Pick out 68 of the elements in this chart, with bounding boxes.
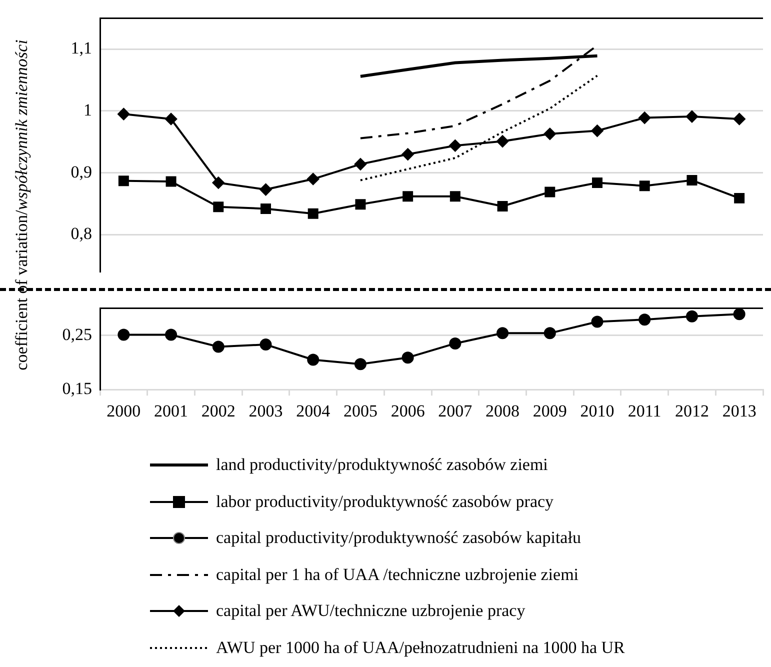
- point: [307, 354, 320, 366]
- point: [450, 191, 460, 202]
- point: [449, 140, 462, 152]
- point: [544, 327, 556, 340]
- x-tick-label: 2011: [628, 401, 662, 420]
- legend-label: land productivity/produktywność zasobów ziemi: [216, 455, 548, 476]
- point: [496, 327, 509, 340]
- point: [165, 328, 178, 341]
- x-tick-label: 2002: [201, 401, 236, 420]
- legend-label: capital per AWU/techniczne uzbrojenie pracy: [216, 601, 526, 622]
- x-tick-label: 2006: [390, 401, 425, 420]
- legend-label: AWU per 1000 ha of UAA/pełnozatrudnieni na 1000 ha UR: [216, 638, 625, 658]
- point: [449, 337, 462, 350]
- x-tick-label: 2001: [154, 401, 188, 420]
- point: [260, 184, 272, 196]
- point: [118, 108, 130, 120]
- y-tick-label: 1,1: [70, 38, 92, 58]
- x-tick-label: 2004: [296, 401, 331, 420]
- y-tick-label: 0,8: [70, 224, 92, 244]
- x-tick-label: 2013: [722, 401, 756, 420]
- point: [592, 177, 602, 188]
- point: [166, 176, 176, 187]
- point: [733, 308, 746, 320]
- point: [544, 186, 556, 198]
- point: [686, 310, 698, 322]
- point: [118, 328, 130, 341]
- y-tick-label: 0,9: [70, 162, 92, 182]
- point: [308, 208, 318, 219]
- point: [402, 352, 414, 364]
- legend-label: capital per 1 ha of UAA /techniczne uzbrojenie ziemi: [216, 564, 579, 585]
- x-tick-label: 2012: [674, 401, 709, 420]
- point: [213, 202, 224, 212]
- point: [260, 203, 271, 214]
- legend-label: labor productivity/produktywność zasobów pracy: [216, 492, 554, 512]
- point: [686, 175, 698, 186]
- point: [733, 113, 746, 126]
- point: [402, 148, 414, 160]
- point: [355, 199, 366, 210]
- point: [734, 192, 745, 204]
- x-tick-label: 2005: [343, 401, 378, 420]
- y-tick-label: 1: [84, 100, 92, 120]
- point: [212, 340, 224, 353]
- point: [639, 180, 650, 192]
- legend-label: capital productivity/produktywność zasobów kapitału: [216, 528, 581, 548]
- point: [496, 135, 509, 148]
- x-tick-label: 2010: [580, 401, 614, 420]
- x-tick-label: 2007: [438, 401, 473, 420]
- point: [212, 176, 224, 189]
- point: [307, 173, 320, 186]
- point: [591, 316, 604, 328]
- point: [686, 110, 698, 123]
- point: [402, 191, 414, 202]
- y-tick-label: 0,15: [62, 379, 92, 398]
- point: [497, 200, 508, 212]
- point: [260, 338, 272, 351]
- point: [591, 124, 604, 137]
- x-tick-label: 2008: [486, 401, 520, 420]
- point: [118, 176, 129, 186]
- x-tick-label: 2000: [106, 401, 141, 420]
- x-tick-label: 2003: [248, 401, 283, 420]
- y-tick-label: 0,25: [62, 324, 92, 344]
- point: [165, 113, 178, 126]
- point: [638, 112, 651, 124]
- point: [544, 128, 556, 140]
- x-tick-label: 2009: [532, 401, 567, 420]
- point: [354, 158, 366, 170]
- point: [638, 314, 651, 326]
- point: [354, 358, 366, 370]
